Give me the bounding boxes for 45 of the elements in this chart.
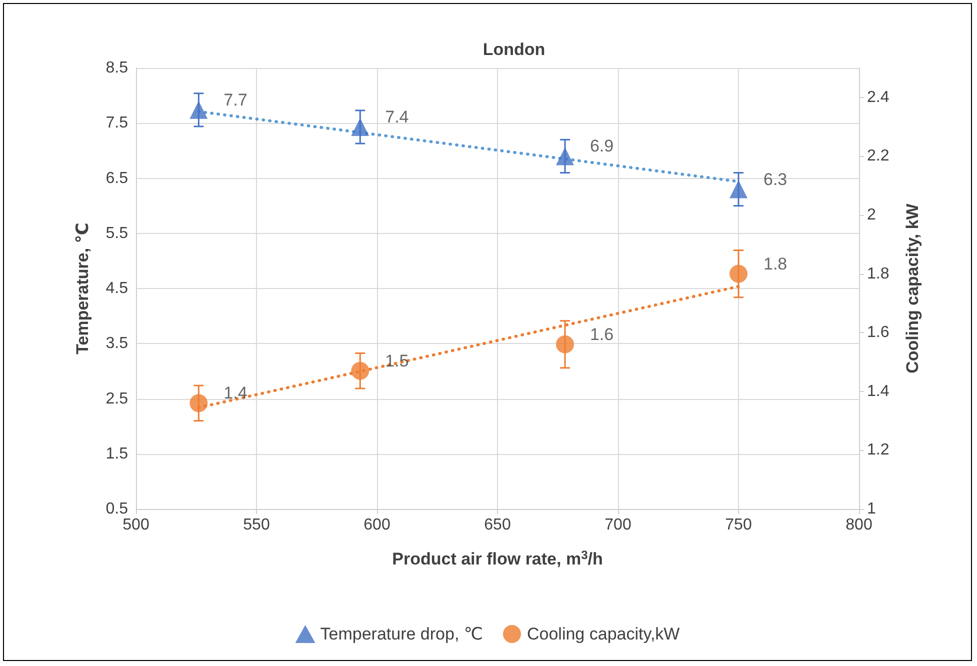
- point: [351, 118, 370, 136]
- chart-title: London: [482, 40, 546, 59]
- data-label: 6.9: [590, 136, 614, 156]
- y2-tick-label: 2: [867, 206, 876, 224]
- data-label: 6.3: [764, 170, 788, 189]
- y-tick-label: 2.5: [106, 390, 128, 408]
- data-label: 7.4: [385, 107, 409, 126]
- data-label: 1.4: [224, 384, 248, 403]
- data-label: 1.6: [590, 324, 614, 344]
- point: [556, 147, 574, 166]
- y-tick-label: 4.5: [106, 280, 128, 297]
- y2-axis-title: Cooling capacity, kW: [903, 202, 922, 374]
- y-tick-label: 7.5: [106, 114, 128, 132]
- y-tick-label: 5.5: [106, 224, 128, 242]
- x-tick-label: 700: [604, 516, 632, 534]
- x-tick-label: 750: [725, 516, 752, 534]
- y-axis-title: Temperature, ℃: [73, 222, 92, 354]
- y-tick-label: 6.5: [106, 170, 128, 187]
- x-tick-label: 500: [122, 516, 150, 534]
- data-label: 1.8: [764, 254, 788, 274]
- y-tick-label: 1.5: [106, 445, 128, 462]
- x-tick-label: 600: [364, 516, 390, 534]
- y2-tick-label: 2.4: [867, 88, 890, 106]
- y-tick-label: 8.5: [106, 60, 128, 76]
- point: [556, 335, 574, 354]
- x-tick-label: 550: [243, 516, 270, 534]
- y2-tick-label: 1.2: [867, 442, 890, 459]
- y2-tick-label: 1.4: [867, 382, 890, 400]
- y-tick-label: 3.5: [106, 335, 128, 352]
- point: [730, 264, 748, 283]
- point: [351, 362, 370, 380]
- legend-label: Temperature drop, ℃: [320, 624, 484, 644]
- point: [730, 180, 748, 198]
- x-tick-label: 800: [846, 516, 872, 534]
- data-label: 7.7: [224, 90, 248, 110]
- y2-tick-label: 2.2: [867, 148, 890, 165]
- y2-tick-label: 1: [867, 500, 876, 518]
- point: [190, 100, 208, 119]
- y2-tick-label: 1.8: [867, 265, 890, 282]
- y2-tick-label: 1.6: [867, 324, 890, 342]
- data-label: 1.5: [385, 351, 409, 370]
- point: [190, 394, 208, 412]
- x-tick-label: 650: [484, 516, 511, 534]
- legend-label: Cooling capacity,kW: [526, 624, 680, 644]
- y-tick-label: 0.5: [106, 500, 128, 518]
